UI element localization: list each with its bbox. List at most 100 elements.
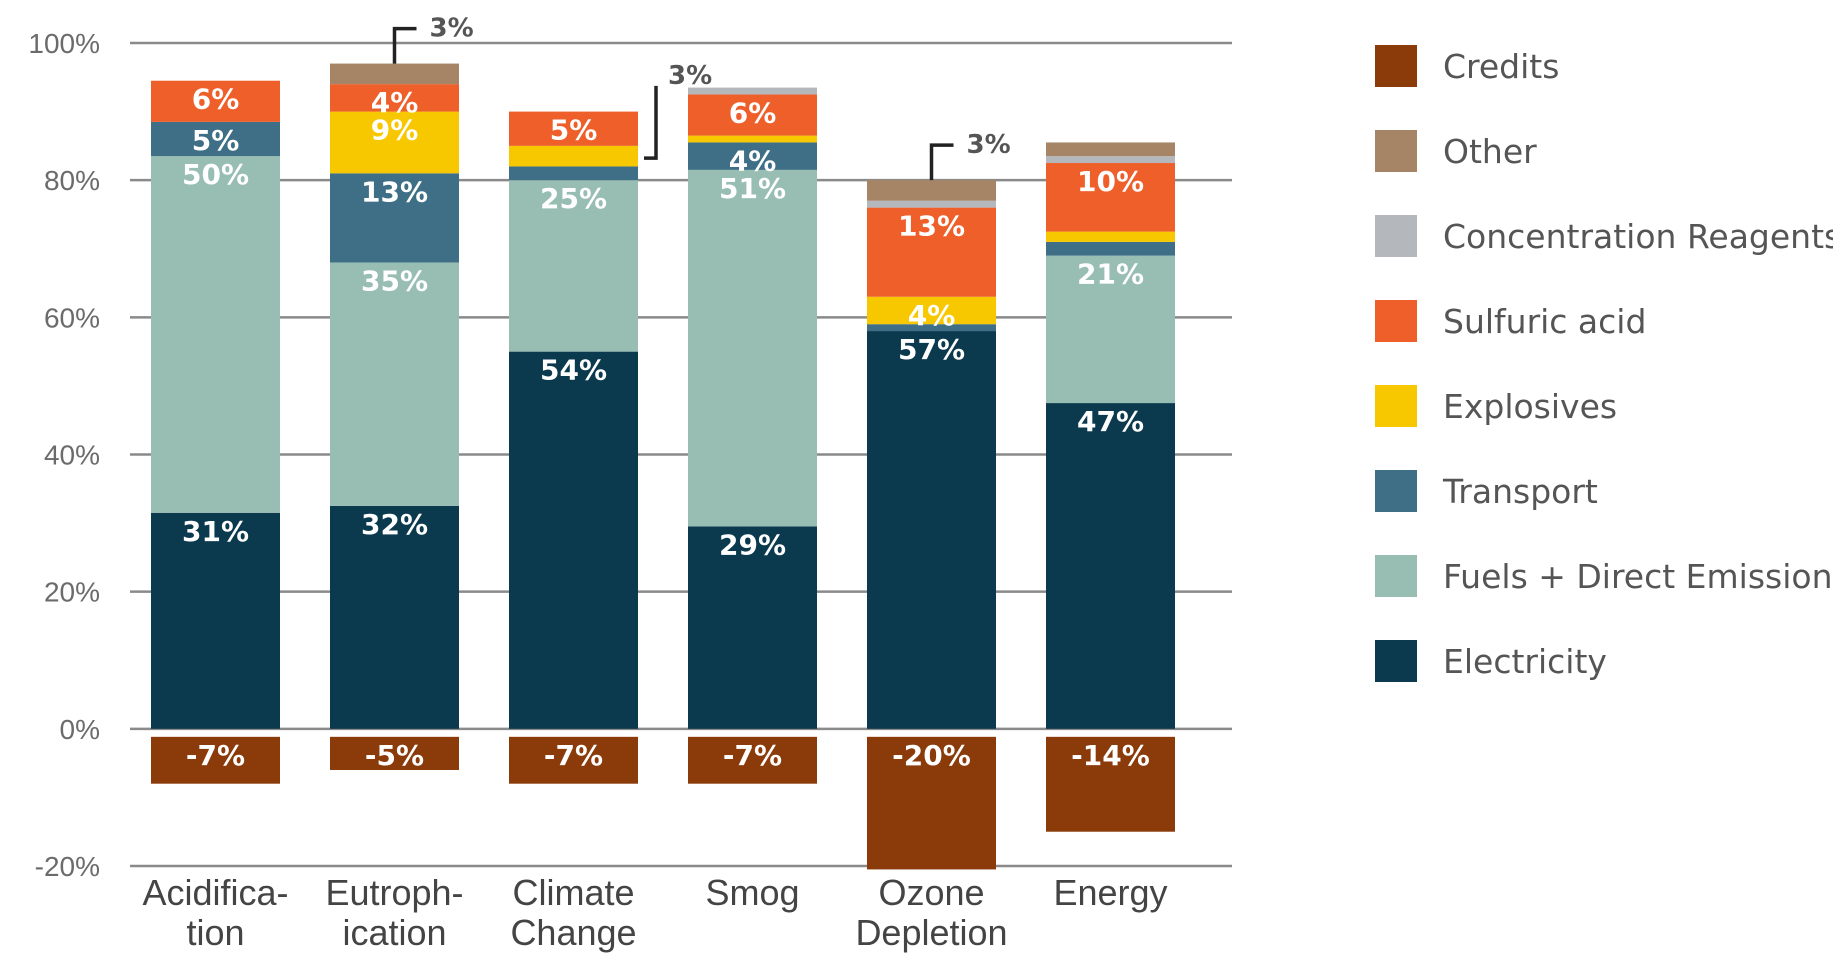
bar-segment [509,736,638,784]
data-label: 32% [361,508,428,541]
x-category-label: Smog [705,872,799,913]
y-tick-label: 0% [60,714,100,745]
bar-segment [509,111,638,146]
x-category-label: Energy [1053,872,1167,913]
data-label: 35% [361,264,428,297]
data-label: 9% [371,114,419,147]
data-label: 4% [371,86,419,119]
bar-segment [509,351,638,729]
bar-segment [151,512,280,729]
x-category-label-line: Eutroph- [325,872,463,913]
bar-segment [1046,156,1175,164]
legend-swatch [1375,640,1417,682]
bar-segment [330,736,459,770]
y-axis-tick-labels: -20% 0% 20% 40% 60% 80% 100% [28,28,100,882]
bar-segment [867,296,996,325]
data-label: 6% [729,96,777,129]
legend-swatch [1375,555,1417,597]
callout-label: 3% [668,61,712,91]
data-label: 25% [540,182,607,215]
bar-segment [151,156,280,513]
bar-segment [330,262,459,506]
callout-leader-line [929,143,954,181]
legend-swatch [1375,45,1417,87]
x-category-label-line: Depletion [855,912,1007,953]
bar-segment [330,505,459,729]
data-label: 5% [550,114,598,147]
data-label: -5% [365,739,424,772]
legend-entry-label: Electricity [1443,642,1607,681]
bar-segment [688,94,817,136]
bar-segment [688,169,817,527]
legend-entry-label: Fuels + Direct Emissions [1443,557,1833,596]
x-category-label-line: tion [186,912,244,953]
legend-entry-label: Other [1443,132,1537,171]
legend-entry-label: Sulfuric acid [1443,302,1646,341]
x-category-label-line: ication [342,912,446,953]
data-label: -7% [723,739,782,772]
bar-segment [688,736,817,784]
y-tick-label: 40% [44,440,100,471]
bar-segment [330,84,459,112]
bar-segment [867,331,996,729]
bar-segment [1046,736,1175,832]
bar-segment [688,135,817,143]
bar-segment [1046,255,1175,404]
data-label: 57% [898,333,965,366]
grid-lines [130,41,1232,868]
legend-entry-label: Credits [1443,47,1559,86]
data-label: 29% [719,529,786,562]
legend: Credits Other Concentration Reagents Sulfur… [1375,45,1833,682]
data-label: 5% [192,124,240,157]
data-label: 47% [1077,405,1144,438]
x-category-label-line: Energy [1053,872,1167,913]
data-label: 50% [182,158,249,191]
bar-segment [867,200,996,208]
bar-segment [151,121,280,157]
callout-annotations: 3% 3% 3% [392,14,1011,181]
bar-segment [1046,142,1175,157]
y-tick-label: 80% [44,165,100,196]
bar-segment [509,180,638,352]
bar-segment [1046,241,1175,256]
x-category-label-line: Climate [512,872,634,913]
bar-segment [509,166,638,181]
x-category-label: Climate Change [510,872,636,953]
data-label: 13% [898,210,965,243]
x-category-label-line: Acidifica- [142,872,288,913]
legend-swatch [1375,300,1417,342]
bar-segment [1046,163,1175,232]
x-category-label-line: Ozone [878,872,984,913]
legend-swatch [1375,385,1417,427]
bar-segment [688,526,817,729]
x-axis-category-labels: Acidifica-tion Eutroph-ication Climate Chan… [142,872,1167,953]
callout-label: 3% [430,14,474,44]
data-label: 51% [719,172,786,205]
x-category-label: Acidifica-tion [142,872,288,953]
legend-swatch [1375,130,1417,172]
bar-segment [330,63,459,85]
data-label: 54% [540,354,607,387]
x-category-label-line: Smog [705,872,799,913]
data-labels: -7%31%50%5%6%-5%32%35%13%9%4%-7%54%25%5%… [182,83,1150,772]
legend-swatch [1375,215,1417,257]
bar-segment [1046,403,1175,729]
bar-segment [509,145,638,167]
data-label: -7% [544,739,603,772]
legend-entry-label: Concentration Reagents [1443,217,1833,256]
callout-label: 3% [967,130,1011,160]
legend-entry-label: Transport [1442,472,1598,511]
y-tick-label: -20% [35,851,100,882]
data-label: 4% [908,299,956,332]
bar-segment [867,736,996,870]
x-category-label-line: Change [510,912,636,953]
bar-segments [151,63,1175,870]
data-label: 31% [182,515,249,548]
callout-leader-line [392,26,417,64]
y-tick-label: 100% [28,28,100,59]
bar-segment [1046,231,1175,242]
bar-segment [867,207,996,297]
y-tick-label: 60% [44,302,100,333]
